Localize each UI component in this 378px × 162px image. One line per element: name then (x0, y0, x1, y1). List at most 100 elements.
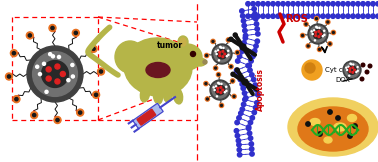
Circle shape (305, 23, 307, 25)
Circle shape (51, 26, 54, 30)
Circle shape (348, 134, 352, 138)
Circle shape (235, 133, 240, 138)
Circle shape (54, 116, 61, 123)
Circle shape (251, 77, 256, 82)
Circle shape (240, 107, 245, 111)
Circle shape (206, 55, 208, 57)
Circle shape (256, 2, 260, 6)
Circle shape (291, 2, 295, 6)
Circle shape (266, 2, 270, 6)
Ellipse shape (288, 98, 378, 156)
Circle shape (204, 81, 208, 86)
Circle shape (310, 26, 326, 42)
Circle shape (286, 14, 290, 18)
Circle shape (46, 67, 51, 72)
Circle shape (215, 86, 217, 87)
Circle shape (203, 60, 207, 64)
Circle shape (214, 46, 230, 62)
Ellipse shape (163, 86, 172, 102)
Circle shape (246, 14, 250, 18)
Circle shape (220, 92, 222, 94)
Circle shape (244, 96, 248, 100)
Circle shape (255, 101, 259, 105)
Circle shape (49, 24, 56, 31)
Circle shape (326, 14, 330, 18)
Circle shape (51, 55, 54, 58)
Circle shape (361, 2, 365, 6)
Circle shape (255, 27, 259, 31)
Circle shape (348, 66, 356, 74)
Circle shape (212, 44, 232, 64)
Circle shape (256, 93, 260, 97)
Circle shape (322, 36, 323, 37)
Circle shape (219, 103, 224, 108)
Circle shape (314, 40, 316, 41)
Circle shape (55, 79, 60, 84)
Circle shape (276, 14, 280, 18)
Circle shape (321, 14, 325, 18)
Circle shape (237, 116, 241, 120)
Circle shape (222, 56, 224, 58)
Circle shape (218, 82, 219, 83)
Circle shape (237, 54, 242, 58)
Circle shape (253, 49, 257, 53)
Circle shape (341, 14, 345, 18)
Circle shape (77, 109, 84, 116)
Circle shape (321, 2, 325, 6)
Circle shape (229, 64, 233, 69)
Circle shape (239, 50, 244, 54)
Circle shape (31, 112, 38, 119)
Circle shape (228, 50, 229, 51)
Circle shape (353, 64, 354, 65)
Circle shape (327, 21, 329, 23)
Circle shape (224, 92, 225, 93)
Circle shape (324, 30, 325, 31)
Circle shape (371, 14, 375, 18)
Ellipse shape (174, 88, 183, 104)
Circle shape (331, 2, 335, 6)
Circle shape (308, 24, 328, 44)
Circle shape (15, 98, 18, 101)
Circle shape (301, 2, 305, 6)
Ellipse shape (324, 137, 332, 143)
Ellipse shape (298, 107, 368, 151)
Circle shape (242, 91, 247, 95)
Circle shape (331, 14, 335, 18)
Circle shape (204, 53, 209, 58)
Circle shape (248, 68, 252, 72)
Circle shape (246, 2, 250, 6)
Circle shape (213, 87, 214, 88)
Circle shape (71, 64, 74, 67)
Text: DOX: DOX (336, 77, 350, 83)
Circle shape (42, 62, 46, 65)
Circle shape (220, 104, 223, 106)
Circle shape (240, 9, 244, 13)
Circle shape (212, 82, 228, 98)
Circle shape (357, 70, 358, 71)
Circle shape (218, 74, 220, 75)
Circle shape (316, 14, 320, 18)
Circle shape (361, 63, 365, 67)
Circle shape (306, 14, 310, 18)
Circle shape (240, 44, 246, 50)
Circle shape (12, 52, 15, 55)
Circle shape (349, 71, 351, 72)
Circle shape (240, 46, 245, 50)
Circle shape (246, 125, 251, 129)
Ellipse shape (310, 118, 320, 126)
Circle shape (57, 55, 60, 58)
Circle shape (242, 41, 246, 45)
Circle shape (231, 79, 235, 83)
Circle shape (319, 48, 321, 50)
Circle shape (26, 32, 33, 39)
Circle shape (45, 90, 48, 93)
Circle shape (243, 33, 248, 38)
Circle shape (316, 2, 320, 6)
Circle shape (226, 90, 227, 91)
Circle shape (239, 111, 243, 116)
Circle shape (319, 27, 320, 29)
Circle shape (328, 110, 332, 114)
Ellipse shape (115, 41, 145, 73)
Circle shape (226, 86, 227, 87)
Circle shape (223, 47, 224, 48)
